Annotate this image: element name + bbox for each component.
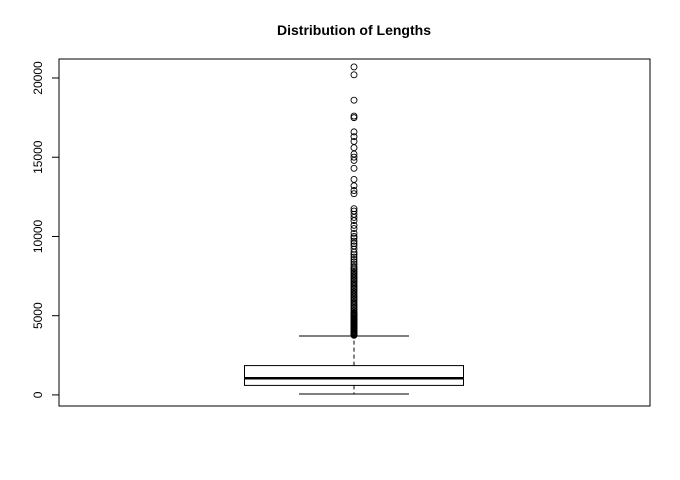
outlier-point [350,187,358,194]
outlier-point [350,245,358,253]
chart-title: Distribution of Lengths [277,22,431,38]
y-tick-label: 5000 [31,302,45,329]
outlier-point [350,112,358,120]
y-tick-label: 10000 [31,219,45,253]
outlier-point [350,260,358,268]
outlier-point [350,225,358,232]
outlier-point [350,71,358,79]
outlier-point [350,128,358,136]
outlier-point [350,258,358,266]
y-tick-label: 15000 [31,140,45,174]
outlier-point [350,207,358,215]
y-axis: 0 5000 10000 15000 20000 [31,61,60,398]
outlier-point [350,137,358,145]
boxplot-box [244,335,464,395]
outlier-point [350,190,358,198]
outlier-point [350,144,358,152]
outlier-point [350,233,358,240]
y-tick-label: 20000 [31,61,45,95]
outlier-point [350,164,358,172]
outlier-point [350,63,358,71]
outlier-point [350,255,358,263]
outlier-point [350,210,358,218]
outlier-point [350,175,358,183]
outlier-point [350,240,358,248]
outlier-point [350,96,358,104]
outlier-point [350,263,358,271]
y-tick-label: 0 [31,391,45,398]
outlier-point [350,205,358,213]
outlier-point [350,229,358,237]
outlier-point [350,153,358,161]
iqr-box [244,365,464,386]
outlier-point [350,237,358,245]
outlier-points [350,63,358,339]
outlier-point [350,251,358,259]
outlier-point [350,253,358,261]
plot-frame [58,58,651,407]
outlier-point [350,242,358,250]
outlier-point [350,221,358,229]
outlier-point [350,133,358,141]
